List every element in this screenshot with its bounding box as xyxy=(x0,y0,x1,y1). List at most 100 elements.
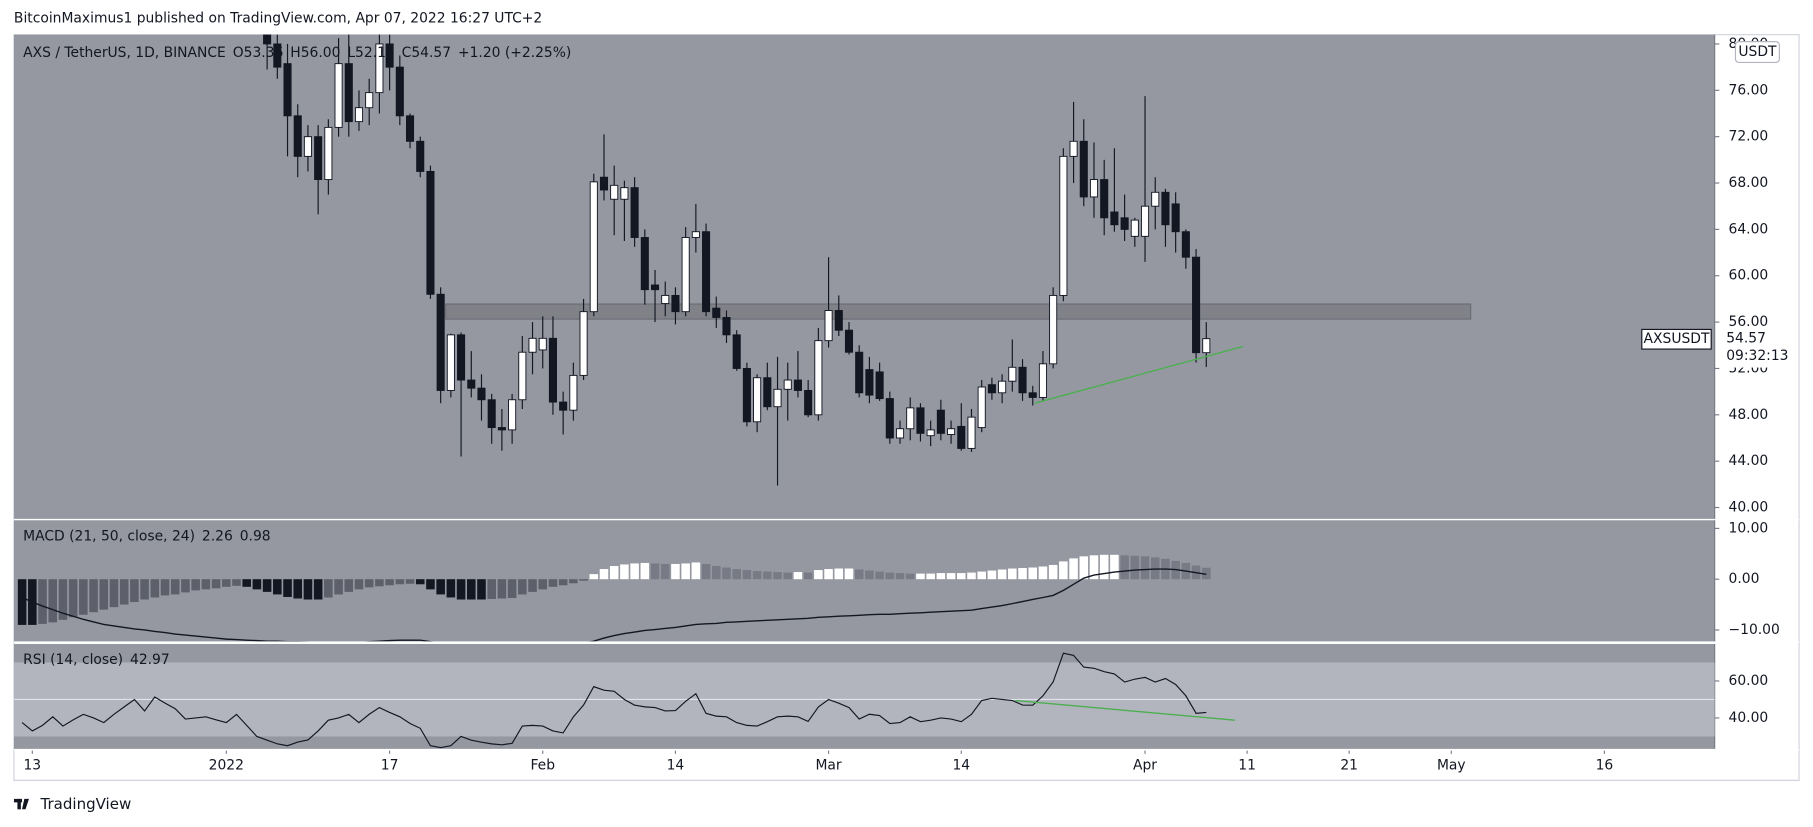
histogram-bar xyxy=(293,579,303,599)
histogram-bar xyxy=(119,579,129,605)
histogram-bar xyxy=(814,570,823,580)
candle-body xyxy=(834,310,843,331)
x-tick-label: 14 xyxy=(667,757,685,773)
histogram-bar xyxy=(334,579,343,595)
x-tick-label: Mar xyxy=(815,757,841,773)
countdown: 09:32:13 xyxy=(1726,348,1788,364)
candle-body xyxy=(1171,203,1180,233)
readout: 0.98 xyxy=(240,528,271,544)
histogram-bar xyxy=(303,579,313,600)
histogram-bar xyxy=(283,579,292,597)
histogram-bar xyxy=(181,579,190,593)
histogram-bar xyxy=(1099,554,1109,580)
title-text: MACD (21, 50, close, 24) xyxy=(23,528,195,544)
histogram-bar xyxy=(865,570,874,580)
histogram-bar xyxy=(1120,555,1129,580)
histogram-bar xyxy=(446,579,456,598)
brand[interactable]: TradingView xyxy=(40,795,132,813)
histogram-bar xyxy=(232,579,241,586)
histogram-bar xyxy=(834,568,844,580)
candle-body xyxy=(1100,179,1109,219)
price-label: 54.57 xyxy=(1726,331,1766,347)
histogram-bar xyxy=(344,579,354,592)
candle-body xyxy=(1120,217,1129,230)
candle-body xyxy=(324,126,333,181)
candle-body xyxy=(793,379,802,391)
candle-body xyxy=(426,170,435,295)
candle-body xyxy=(1089,179,1099,198)
candle-body xyxy=(630,187,639,238)
histogram-bar xyxy=(436,579,445,595)
histogram-bar xyxy=(1089,555,1099,580)
y-tick-label: 72.00 xyxy=(1729,129,1769,145)
candle-body xyxy=(1049,294,1058,365)
histogram-bar xyxy=(507,579,517,598)
candle-body xyxy=(467,379,476,389)
histogram-bar xyxy=(313,579,323,600)
candle-body xyxy=(865,369,874,396)
histogram-bar xyxy=(538,579,548,590)
panel-title: AXS / TetherUS, 1D, BINANCE O53.36 H56.00 L… xyxy=(23,45,571,61)
histogram-bar xyxy=(324,579,333,598)
histogram-bar xyxy=(242,579,251,587)
candle-body xyxy=(936,409,945,434)
histogram-bar xyxy=(956,573,966,580)
histogram-bar xyxy=(1069,558,1078,580)
candle-body xyxy=(753,377,762,423)
histogram-bar xyxy=(854,569,864,580)
histogram-bar xyxy=(558,579,568,586)
histogram-bar xyxy=(38,579,47,624)
histogram-bar xyxy=(620,564,629,580)
rsi-line xyxy=(21,652,1207,749)
histogram-bar xyxy=(17,579,27,625)
histogram-bar xyxy=(599,569,609,580)
y-tick-label: 40.00 xyxy=(1729,500,1769,516)
candle-body xyxy=(1151,191,1160,207)
histogram-bar xyxy=(579,579,588,581)
x-tick-label: 11 xyxy=(1238,757,1256,773)
histogram-bar xyxy=(711,565,721,580)
candle-body xyxy=(1140,205,1150,237)
x-tick-label: 13 xyxy=(24,757,42,773)
y-tick-label: 60.00 xyxy=(1729,673,1769,689)
histogram-bar xyxy=(691,562,701,580)
candle-body xyxy=(977,386,986,429)
readout: +1.20 (+2.25%) xyxy=(458,45,571,61)
candle-body xyxy=(375,43,384,94)
candle-body xyxy=(508,399,517,431)
symbol-label: AXSUSDT xyxy=(1644,331,1710,347)
histogram-bar xyxy=(211,579,221,589)
histogram-bar xyxy=(1028,567,1038,580)
candle-body xyxy=(875,371,884,400)
panel-title: MACD (21, 50, close, 24) 2.26 0.98 xyxy=(23,528,270,544)
histogram-bar xyxy=(946,573,956,580)
histogram-bar xyxy=(1018,568,1027,580)
histogram-bar xyxy=(68,579,78,618)
histogram-bar xyxy=(518,579,527,595)
histogram-bar xyxy=(742,570,752,580)
candle-body xyxy=(528,337,537,353)
candle-body xyxy=(1018,366,1027,394)
plot-area xyxy=(17,554,1211,642)
candle-body xyxy=(487,399,496,429)
plot-area xyxy=(263,34,1472,486)
panel-background xyxy=(13,34,1715,520)
histogram-bar xyxy=(671,563,680,580)
histogram-bar xyxy=(844,568,854,580)
histogram-bar xyxy=(977,571,986,580)
histogram-bar xyxy=(824,569,833,580)
histogram-bar xyxy=(364,579,374,588)
x-tick-label: Apr xyxy=(1133,757,1157,773)
histogram-bar xyxy=(875,571,884,580)
candle-body xyxy=(640,237,649,291)
candle-body xyxy=(1130,219,1139,237)
candle-body xyxy=(947,428,956,435)
candle-body xyxy=(916,407,925,434)
histogram-bar xyxy=(130,579,139,603)
histogram-bar xyxy=(395,579,405,585)
candle-body xyxy=(998,380,1007,394)
histogram-bar xyxy=(375,579,384,587)
histogram-bar xyxy=(1150,557,1160,580)
histogram-bar xyxy=(497,579,507,599)
candle-body xyxy=(314,136,323,181)
